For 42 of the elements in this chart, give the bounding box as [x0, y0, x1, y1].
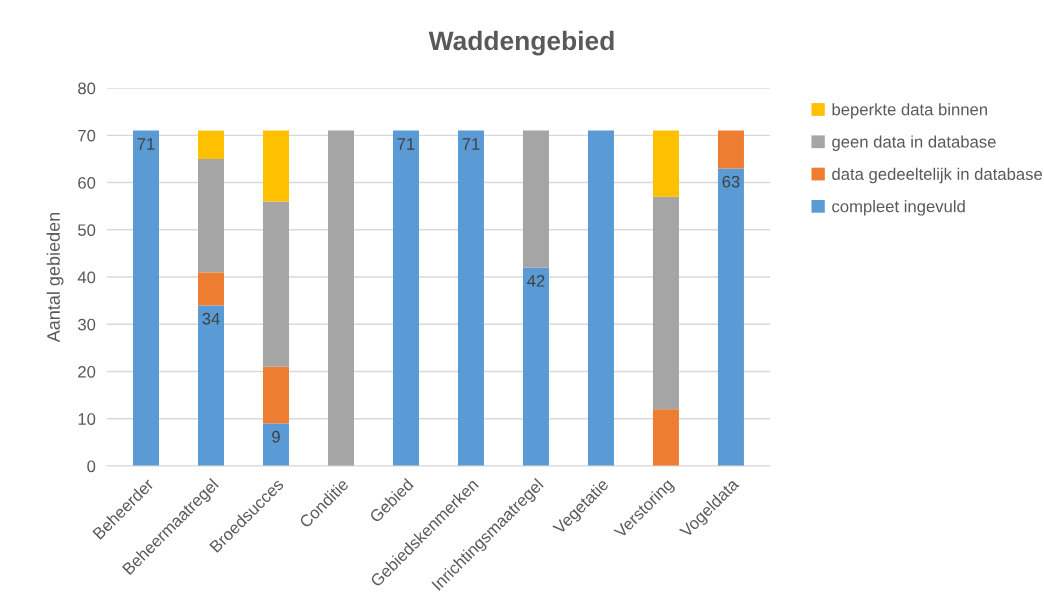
bar: [198, 272, 224, 306]
y-tick-label: 60: [78, 176, 96, 189]
bar: [522, 267, 549, 466]
bar: [198, 305, 224, 466]
bar: [652, 409, 679, 466]
y-axis-title: Aantal gebieden: [46, 212, 64, 343]
legend-label: compleet ingevuld: [832, 200, 965, 216]
y-tick-label: 0: [87, 460, 96, 473]
bar: [717, 130, 744, 169]
y-tick-label: 70: [78, 129, 96, 142]
legend-label: geen data in database: [832, 135, 996, 151]
bar: [133, 130, 160, 466]
data-label: 71: [137, 138, 155, 150]
bar: [587, 130, 614, 466]
y-tick-label: 20: [78, 365, 96, 378]
data-label: 71: [462, 138, 480, 150]
bar: [198, 158, 224, 273]
data-label: 42: [527, 274, 545, 287]
bar: [457, 130, 484, 466]
data-label: 34: [202, 312, 220, 325]
bar: [263, 130, 289, 202]
bar: [652, 130, 679, 197]
y-tick-label: 30: [78, 318, 96, 331]
y-tick-label: 50: [78, 224, 96, 237]
bar: [327, 130, 354, 466]
bar: [263, 423, 289, 466]
data-label: 63: [722, 175, 740, 188]
data-label: 71: [397, 138, 415, 150]
chart-title: Waddengebied: [428, 30, 614, 56]
bar: [522, 130, 549, 268]
legend-label: data gedeeltelijk in database: [832, 167, 1042, 184]
legend-label: beperkte data binnen: [832, 103, 987, 119]
y-tick-label: 40: [77, 271, 96, 284]
bar: [263, 201, 289, 367]
y-tick-label: 80: [78, 82, 96, 95]
bar: [198, 130, 224, 159]
bar: [263, 366, 289, 424]
y-tick-label: 10: [78, 413, 96, 425]
bar: [717, 168, 744, 466]
bar: [392, 130, 419, 466]
data-label: 9: [272, 430, 280, 443]
bar: [652, 196, 679, 410]
